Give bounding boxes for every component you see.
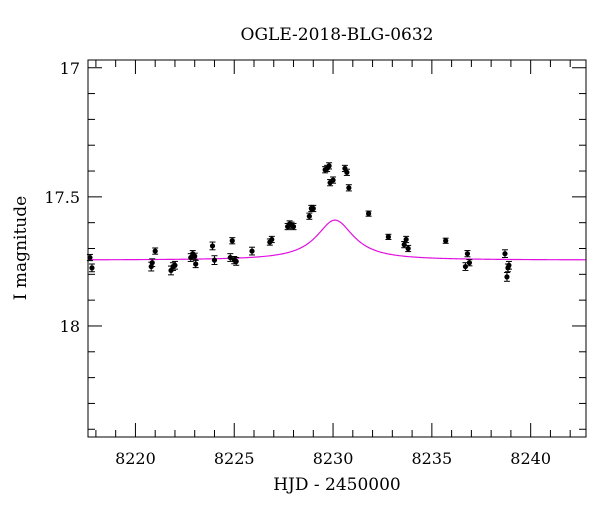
- point-marker: [506, 262, 512, 268]
- point-marker: [229, 238, 235, 244]
- data-point: [171, 260, 178, 270]
- data-point: [505, 260, 512, 270]
- data-point: [290, 222, 297, 231]
- point-marker: [330, 177, 336, 183]
- point-marker: [188, 254, 194, 261]
- data-point: [405, 244, 412, 253]
- data-point: [330, 176, 337, 184]
- data-point: [268, 235, 275, 244]
- point-marker: [443, 238, 449, 244]
- data-point: [343, 168, 350, 176]
- point-marker: [504, 274, 510, 280]
- data-point: [503, 272, 510, 282]
- chart-title: OGLE-2018-BLG-0632: [241, 25, 434, 45]
- point-marker: [346, 185, 352, 191]
- data-point: [306, 212, 313, 220]
- model-curve: [88, 219, 586, 261]
- point-marker: [464, 251, 471, 257]
- point-marker: [233, 258, 239, 265]
- point-marker: [401, 242, 407, 248]
- data-points-group: [86, 162, 512, 282]
- data-point: [229, 237, 236, 245]
- data-point: [501, 249, 508, 259]
- point-marker: [306, 213, 312, 219]
- data-point: [345, 184, 352, 192]
- data-point: [249, 246, 256, 256]
- data-point: [192, 259, 199, 269]
- point-marker: [466, 260, 473, 266]
- point-marker: [209, 243, 216, 249]
- point-marker: [366, 211, 372, 217]
- data-point: [209, 241, 216, 251]
- data-point: [403, 235, 410, 244]
- y-tick-label: 17.5: [44, 188, 80, 207]
- point-marker: [403, 236, 409, 243]
- point-marker: [326, 163, 332, 169]
- point-marker: [344, 169, 350, 175]
- data-point: [464, 250, 471, 258]
- point-marker: [192, 253, 198, 259]
- point-marker: [342, 165, 348, 172]
- point-marker: [89, 265, 95, 271]
- point-marker: [149, 260, 155, 266]
- point-marker: [310, 205, 316, 212]
- y-tick-label: 17: [60, 59, 80, 78]
- x-tick-label: 8235: [412, 449, 453, 468]
- x-tick-label: 8225: [214, 449, 255, 468]
- tick-labels: 8220 8225 8230 8235 8240 17 17.5 18: [44, 59, 551, 468]
- data-point: [88, 263, 95, 273]
- data-point: [152, 247, 159, 255]
- point-marker: [269, 236, 275, 243]
- point-marker: [502, 251, 508, 257]
- data-point: [149, 258, 156, 268]
- plot-frame: [87, 59, 587, 438]
- data-point: [211, 255, 218, 266]
- x-tick-label: 8220: [115, 449, 156, 468]
- point-marker: [290, 223, 297, 230]
- y-tick-label: 18: [60, 317, 80, 336]
- point-marker: [87, 254, 93, 261]
- point-marker: [211, 257, 218, 263]
- data-point: [233, 257, 240, 266]
- point-marker: [152, 248, 158, 254]
- point-marker: [405, 245, 411, 252]
- data-point: [466, 259, 473, 267]
- data-point: [442, 237, 449, 244]
- axis-ticks: [88, 60, 586, 437]
- x-axis-label: HJD - 2450000: [273, 475, 401, 495]
- data-point: [326, 162, 333, 170]
- x-tick-label: 8230: [313, 449, 354, 468]
- point-marker: [172, 262, 178, 268]
- point-marker: [249, 248, 255, 254]
- data-point: [462, 262, 469, 271]
- model-curve-group: [88, 219, 586, 261]
- data-point: [310, 204, 317, 213]
- point-marker: [462, 263, 469, 270]
- y-axis-label: I magnitude: [11, 196, 31, 300]
- point-marker: [193, 261, 199, 267]
- data-point: [191, 252, 198, 260]
- data-point: [385, 233, 392, 240]
- data-point: [365, 210, 372, 217]
- x-tick-label: 8240: [510, 449, 551, 468]
- point-marker: [385, 234, 391, 240]
